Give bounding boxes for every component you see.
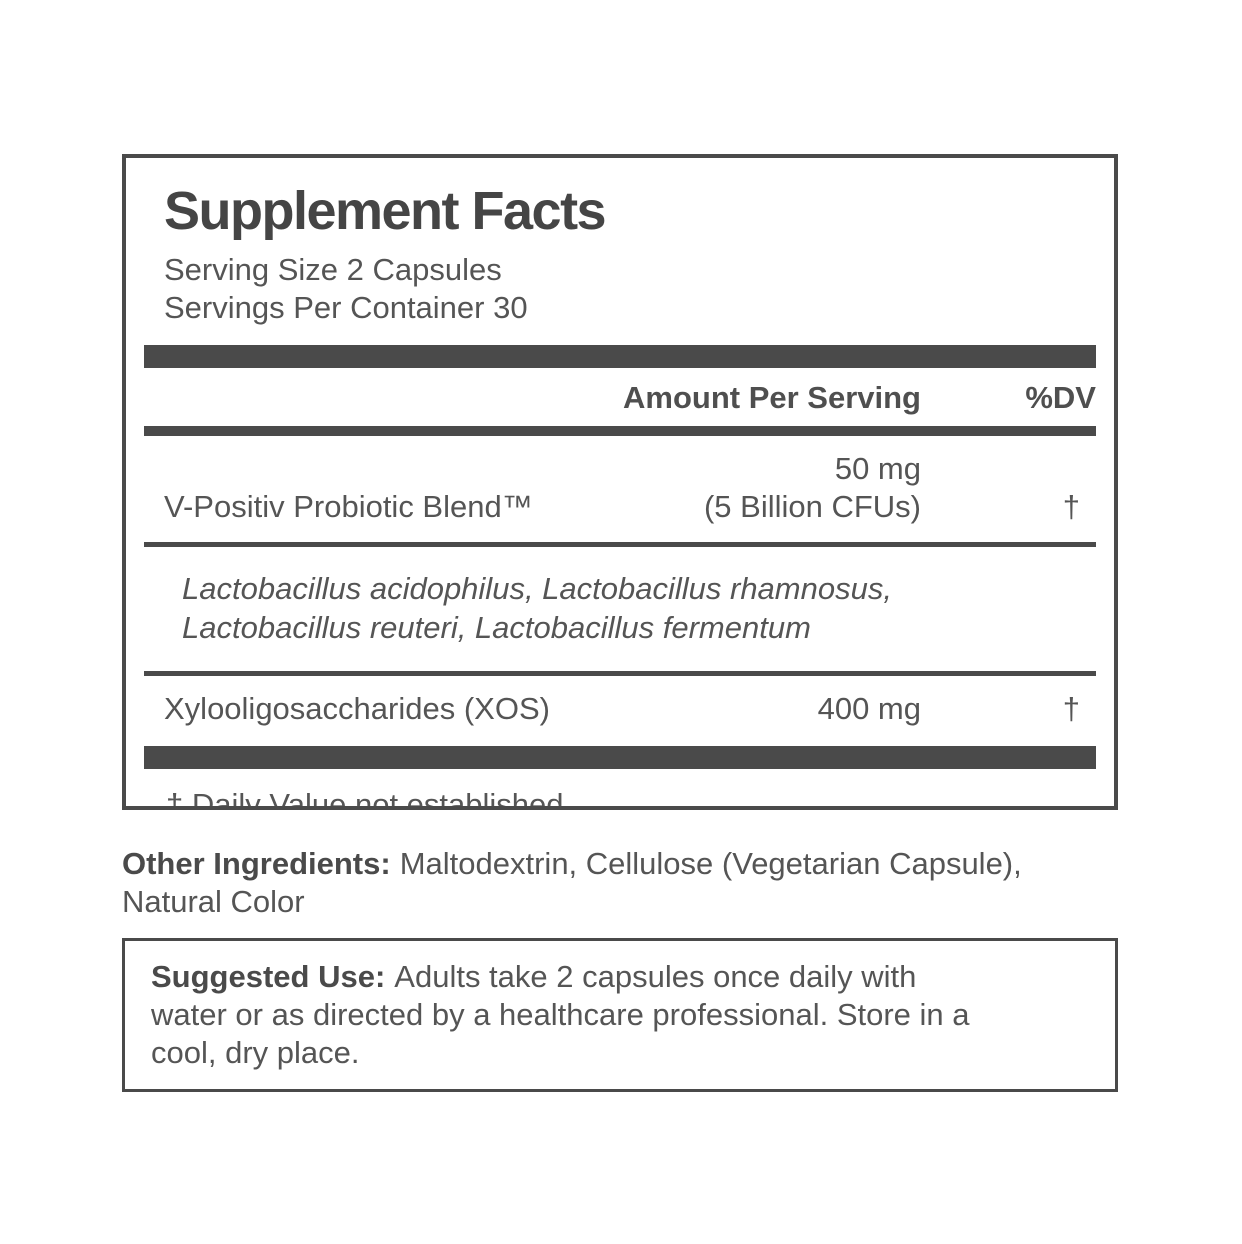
percent-dv-header: %DV (1025, 380, 1096, 416)
table-row-xos: Xylooligosaccharides (XOS) 400 mg † (144, 676, 1096, 744)
blend-components-line-1: Lactobacillus acidophilus, Lactobacillus… (182, 571, 892, 607)
other-ingredients-line-2: Natural Color (122, 884, 305, 919)
suggested-use-line-1: Suggested Use: Adults take 2 capsules onc… (151, 958, 1091, 996)
divider-thick-top (144, 345, 1096, 369)
divider-under-header (144, 426, 1096, 437)
other-ingredients-text: Maltodextrin, Cellulose (Vegetarian Caps… (399, 846, 1022, 881)
column-header-row: Amount Per Serving %DV (144, 368, 1096, 426)
divider-hairline-1 (144, 542, 1096, 548)
other-ingredients-line-1: Other Ingredients: Maltodextrin, Cellulos… (122, 845, 1132, 883)
ingredient-amount-value: 50 mg (834, 451, 921, 487)
suggested-use-line-2: water or as directed by a healthcare pro… (151, 997, 970, 1032)
other-ingredients-label: Other Ingredients: (122, 846, 391, 881)
ingredient-amount: 50 mg (5 Billion CFUs) (591, 450, 921, 526)
suggested-use-text: Adults take 2 capsules once daily with (394, 959, 917, 994)
ingredient-dv: † (1062, 691, 1080, 727)
supplement-facts-panel: Supplement Facts Serving Size 2 Capsules… (122, 154, 1118, 810)
ingredient-dv: † (1062, 489, 1080, 525)
other-ingredients-section: Other Ingredients: Maltodextrin, Cellulos… (122, 845, 1132, 921)
suggested-use-box: Suggested Use: Adults take 2 capsules onc… (122, 938, 1118, 1092)
ingredient-name: V-Positiv Probiotic Blend™ (164, 489, 533, 525)
suggested-use-label: Suggested Use: (151, 959, 386, 994)
amount-per-serving-header: Amount Per Serving (623, 380, 921, 416)
serving-size: Serving Size 2 Capsules (164, 252, 502, 288)
blend-components: Lactobacillus acidophilus, Lactobacillus… (144, 547, 1096, 671)
divider-hairline-2 (144, 671, 1096, 677)
daily-value-footnote: † Daily Value not established. (166, 787, 573, 810)
ingredient-amount: 400 mg (817, 691, 921, 727)
panel-title: Supplement Facts (164, 181, 607, 241)
ingredient-amount-note: (5 Billion CFUs) (703, 489, 921, 525)
divider-thick-bottom (144, 746, 1096, 770)
blend-components-line-2: Lactobacillus reuteri, Lactobacillus fer… (182, 610, 811, 646)
suggested-use-line-3: cool, dry place. (151, 1035, 360, 1070)
ingredient-name: Xylooligosaccharides (XOS) (164, 691, 550, 727)
table-row-probiotic-blend: V-Positiv Probiotic Blend™ 50 mg (5 Bill… (144, 436, 1096, 542)
servings-per-container: Servings Per Container 30 (164, 290, 528, 326)
